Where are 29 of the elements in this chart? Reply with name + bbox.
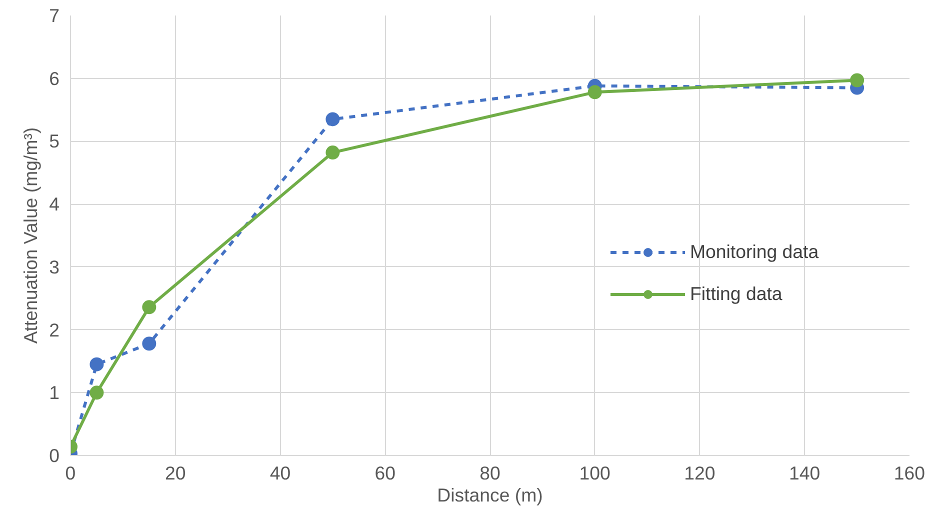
y-tick-label: 3 <box>49 256 60 278</box>
y-axis-title: Attenuation Value (mg/m³) <box>20 127 42 344</box>
y-tick-label: 6 <box>49 68 60 89</box>
x-axis-title: Distance (m) <box>437 484 543 506</box>
point <box>588 85 602 100</box>
y-tick-label: 5 <box>49 130 60 152</box>
x-tick-label: 100 <box>579 462 610 484</box>
legend-label: Fitting data <box>690 283 782 305</box>
x-tick-label: 0 <box>65 462 76 484</box>
x-tick-label: 60 <box>374 462 396 484</box>
point <box>326 146 340 160</box>
y-tick-label: 7 <box>49 5 60 26</box>
point <box>142 336 156 351</box>
y-tick-label: 0 <box>49 445 60 466</box>
point <box>142 300 156 314</box>
x-tick-label: 140 <box>789 462 820 484</box>
x-tick-label: 20 <box>165 462 186 484</box>
y-tick-label: 2 <box>49 319 60 340</box>
x-tick-label: 160 <box>894 462 926 484</box>
point <box>90 386 104 400</box>
y-tick-label: 1 <box>49 382 60 404</box>
x-tick-label: 80 <box>480 462 500 484</box>
point <box>90 357 104 372</box>
point <box>850 73 864 88</box>
x-tick-label: 120 <box>684 462 716 484</box>
legend-label: Monitoring data <box>690 241 819 263</box>
y-tick-label: 4 <box>49 194 60 215</box>
point <box>326 112 340 126</box>
x-tick-label: 40 <box>270 462 291 484</box>
